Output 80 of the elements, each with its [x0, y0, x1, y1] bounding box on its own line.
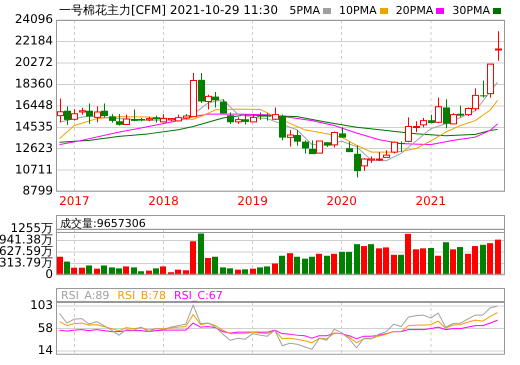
- bar: [287, 253, 293, 275]
- legend-label: 10PMA: [339, 4, 377, 18]
- bar: [316, 254, 322, 275]
- candlestick: [220, 98, 227, 114]
- y-tick-label: 12623: [14, 140, 53, 155]
- y-tick-label: 16448: [14, 98, 53, 112]
- chart-title: 成交量:9657306: [60, 216, 146, 232]
- bar: [391, 254, 397, 275]
- candlestick: [86, 103, 93, 124]
- y-tick-label: 8799: [22, 184, 53, 198]
- candlestick: [198, 72, 205, 104]
- bar: [64, 262, 70, 275]
- bar: [480, 244, 486, 275]
- y-tick-label: 20272: [14, 55, 53, 70]
- x-tick-label: 2020: [326, 194, 357, 208]
- bar: [450, 249, 456, 275]
- bar: [212, 256, 218, 275]
- y-tick-label: 941.38万: [0, 232, 53, 247]
- bar: [279, 256, 285, 275]
- candlestick: [457, 105, 464, 118]
- candlestick: [480, 80, 487, 98]
- bar: [428, 248, 434, 275]
- bar: [123, 266, 129, 275]
- bar: [435, 256, 441, 275]
- bar: [361, 246, 367, 275]
- y-tick-label: 14: [38, 342, 53, 357]
- y-tick-label: 1255万: [10, 221, 53, 236]
- bar: [71, 268, 77, 275]
- bar: [272, 264, 278, 275]
- candlestick: [101, 103, 108, 118]
- y-tick-label: 14535: [14, 119, 53, 134]
- bar: [457, 247, 463, 275]
- y-tick-label: 24096: [14, 12, 53, 26]
- x-tick-label: 2017: [59, 194, 90, 208]
- candlestick: [398, 140, 405, 152]
- bar: [368, 244, 374, 275]
- bar: [250, 268, 256, 275]
- candlestick: [64, 106, 71, 126]
- candlestick: [279, 114, 286, 141]
- bar: [160, 266, 166, 275]
- bar: [495, 240, 501, 275]
- series-label: RSI_A:89: [61, 289, 110, 302]
- candlestick: [116, 114, 123, 126]
- bar: [94, 268, 100, 275]
- y-tick-label: 627.59万: [0, 244, 53, 258]
- bar: [487, 243, 493, 275]
- x-tick-label: 2019: [237, 194, 268, 208]
- bar: [398, 254, 404, 275]
- x-tick-label: 2018: [148, 194, 179, 208]
- bar: [294, 256, 300, 275]
- legend-label: 5PMA: [289, 4, 320, 18]
- bar: [331, 254, 337, 275]
- bar: [101, 265, 107, 275]
- candlestick: [212, 91, 219, 108]
- candlestick: [354, 145, 361, 178]
- x-tick-label: 2021: [415, 194, 446, 208]
- y-tick-label: 18360: [14, 76, 53, 90]
- y-tick-label: 10711: [14, 162, 53, 176]
- candlestick: [309, 140, 316, 155]
- y-tick-label: 22184: [14, 34, 53, 48]
- legend-label: 30PMA: [452, 4, 490, 18]
- chart-title: 一号棉花主力[CFM] 2021-10-29 11:30: [59, 3, 278, 17]
- y-tick-label: 58: [38, 320, 53, 335]
- bar: [57, 256, 63, 275]
- bar: [205, 258, 211, 275]
- y-tick-label: 103: [30, 298, 53, 312]
- bar: [405, 234, 411, 275]
- bar: [443, 242, 449, 275]
- legend-label: 20PMA: [396, 4, 434, 18]
- candlestick: [227, 112, 234, 124]
- bar: [86, 265, 92, 275]
- candlestick: [443, 98, 450, 129]
- bar: [324, 256, 330, 275]
- candlestick: [302, 140, 309, 154]
- candlestick: [294, 130, 301, 146]
- bar: [79, 268, 85, 275]
- bar: [354, 244, 360, 275]
- text: RSI_B:78: [117, 289, 166, 302]
- text: RSI_C:67: [174, 289, 223, 302]
- bar: [198, 233, 204, 275]
